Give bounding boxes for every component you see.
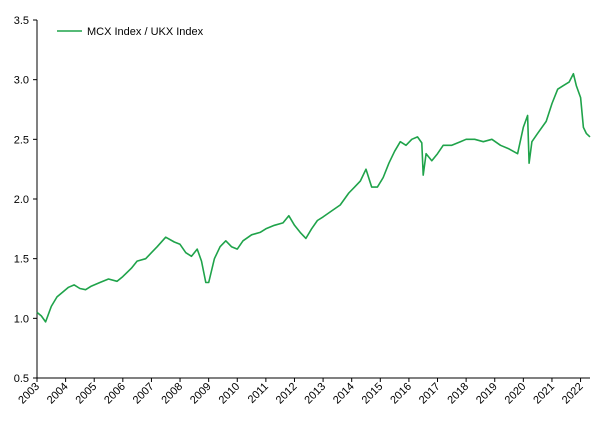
series-line [36,72,591,323]
y-tick-label: 2.0 [14,194,29,206]
x-tick-label: 2021 [531,381,557,407]
x-tick-label: 2017 [417,381,443,407]
x-tick-label: 2005 [74,381,100,407]
x-tick-label: 2008 [159,381,185,407]
y-tick-label: 3.0 [14,75,29,87]
x-tick-label: 2019 [474,381,500,407]
x-tick-label: 2012 [274,381,300,407]
y-tick-label: 0.5 [14,373,29,385]
x-tick-label: 2022 [560,381,586,407]
x-tick-label: 2011 [246,381,271,406]
x-tick-label: 2020 [503,381,529,407]
x-tick-label: 2018 [445,381,471,407]
y-tick-label: 3.5 [14,15,29,27]
x-tick-label: 2016 [388,381,414,407]
x-tick-label: 2006 [102,381,128,407]
y-axis: 0.5 1.0 1.5 2.0 2.5 3.0 3.5 [14,15,38,385]
y-tick-label: 1.0 [14,313,29,325]
x-tick-label: 2014 [331,381,357,407]
x-tick-label: 2007 [131,381,157,407]
x-tick-label: 2010 [217,381,243,407]
x-tick-label: 2009 [188,381,214,407]
x-tick-label: 2004 [45,381,71,407]
plot-area [36,72,591,323]
legend-label: MCX Index / UKX Index [87,26,204,38]
y-tick-label: 1.5 [14,254,29,266]
x-tick-label: 2013 [302,381,328,407]
legend: MCX Index / UKX Index [57,26,204,38]
x-tick-label: 2015 [360,381,386,407]
y-tick-label: 2.5 [14,134,29,146]
x-axis: 2003 2004 2005 2006 2007 2008 2009 2010 2011 2012… [16,377,590,407]
